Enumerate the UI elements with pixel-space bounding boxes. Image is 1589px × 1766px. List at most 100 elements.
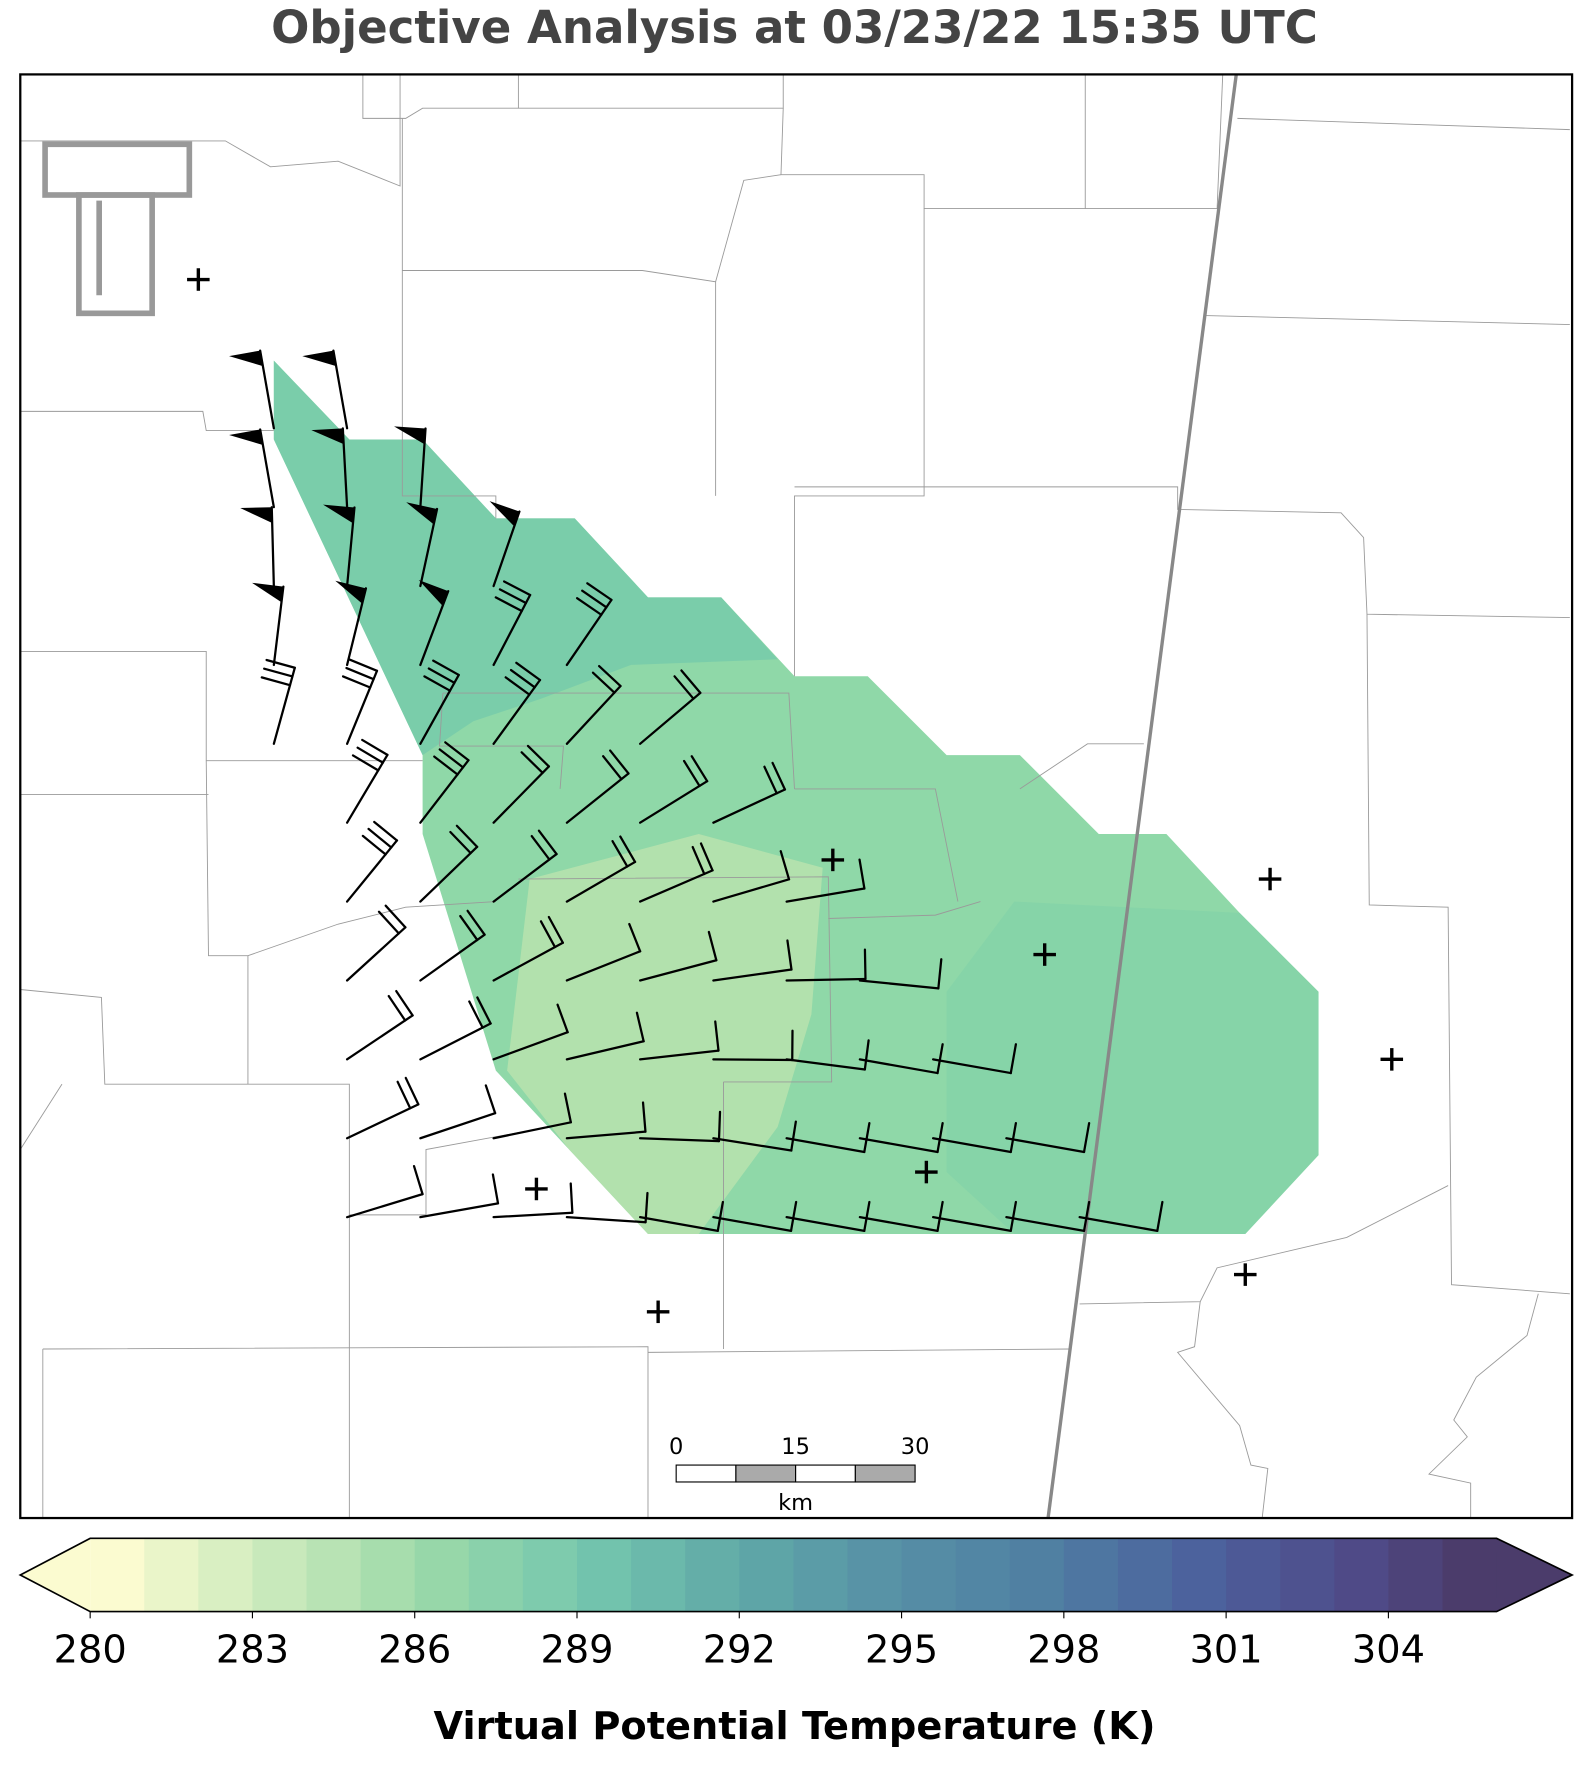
wind-barb [492, 1092, 572, 1140]
scale-label: 30 [901, 1434, 930, 1460]
station-markers [187, 268, 1404, 1324]
barb-shaft [419, 845, 479, 903]
barb-tick [361, 738, 389, 757]
wind-barb [785, 1121, 871, 1154]
colorbar-label: Virtual Potential Temperature (K) [433, 1704, 1155, 1749]
barb-shaft [419, 1202, 500, 1219]
colorbar-segment [90, 1538, 145, 1612]
wind-barbs [229, 349, 1164, 1232]
barb-tick [459, 914, 479, 942]
wind-barb [1005, 1121, 1091, 1154]
colorbar-segment [739, 1538, 794, 1612]
colorbar-tick-label: 304 [1352, 1627, 1425, 1672]
barb-shaft [259, 349, 275, 430]
wind-barb [638, 1020, 720, 1061]
wind-barb [419, 909, 486, 982]
barb-tick [377, 910, 400, 935]
barb-shaft [345, 1103, 420, 1140]
barb-shaft [565, 950, 642, 982]
barb-tick [790, 1120, 797, 1152]
barb-tick [351, 754, 380, 772]
wind-barb [240, 506, 275, 588]
barb-tick [575, 597, 603, 616]
wind-barb [311, 427, 349, 509]
barb-tick [581, 589, 608, 609]
colorbar-segment [793, 1538, 849, 1612]
wind-barb [858, 1043, 944, 1075]
barb-flag [302, 350, 337, 367]
wind-barb [345, 904, 407, 982]
wind-barb [712, 939, 793, 982]
colorbar-extend [1496, 1538, 1573, 1612]
barb-tick [1082, 1121, 1091, 1154]
barb-tick [547, 915, 564, 944]
barb-tick [396, 1080, 412, 1110]
barb-flag [323, 504, 355, 524]
barb-shaft [858, 1216, 939, 1232]
barb-shaft [270, 506, 275, 588]
barb-tick [628, 922, 642, 953]
barb-tick [673, 675, 695, 700]
barb-shaft [785, 1137, 866, 1154]
colorbar-segment [252, 1538, 308, 1612]
barb-tick [717, 1110, 722, 1143]
barb-shaft [565, 1130, 647, 1140]
barb-tick [503, 580, 532, 597]
barb-shaft [712, 968, 793, 982]
wind-barb [1005, 1200, 1091, 1232]
barb-shaft [1005, 1137, 1086, 1154]
barb-flag [418, 579, 449, 606]
colorbar-tick-label: 280 [54, 1627, 127, 1672]
wind-barb [492, 829, 558, 903]
barb-tick [438, 748, 465, 769]
colorbar-segment [1063, 1538, 1119, 1612]
barb-flag [335, 580, 366, 604]
barb-shaft [565, 1040, 645, 1061]
wind-barb [638, 842, 714, 903]
barb-shaft [565, 860, 637, 903]
barb-shaft [272, 666, 296, 745]
barb-tick [373, 820, 399, 842]
barb-tick [602, 755, 623, 781]
wind-barb [638, 669, 702, 745]
barb-shaft [419, 933, 486, 982]
barb-flag [406, 502, 438, 525]
barb-tick [341, 675, 372, 689]
colorbar-segment [144, 1538, 199, 1612]
barb-tick [476, 996, 492, 1025]
scale-label: 0 [669, 1434, 683, 1460]
barb-tick [569, 1182, 574, 1214]
barb-tick [367, 827, 393, 849]
barb-tick [707, 930, 718, 962]
barb-shaft [345, 1014, 414, 1061]
barb-shaft [712, 1216, 793, 1232]
colorbar-tick-label: 289 [540, 1627, 613, 1672]
wind-barb [419, 824, 479, 903]
wind-barb [345, 989, 414, 1061]
barb-flag [311, 428, 344, 445]
wind-barb [712, 1200, 798, 1232]
barb-tick [619, 835, 637, 864]
colorbar-segment [1172, 1538, 1227, 1612]
barb-tick [494, 596, 523, 613]
barb-tick [863, 1039, 870, 1071]
barb-tick [699, 842, 714, 872]
highway [1046, 74, 1238, 1519]
wind-barb [335, 580, 368, 667]
barb-shaft [419, 1022, 492, 1061]
barb-shaft [345, 753, 389, 824]
barb-tick [690, 755, 709, 783]
barb-shaft [638, 1137, 721, 1143]
barb-tick [412, 1164, 424, 1196]
barb-shaft [638, 691, 702, 745]
wind-barb [419, 1173, 500, 1219]
colorbar-segment [631, 1538, 686, 1612]
barb-shaft [492, 765, 551, 824]
barb-shaft [785, 977, 867, 982]
colorbar-segment [1334, 1538, 1389, 1612]
barb-shaft [785, 1058, 866, 1071]
wind-barb [260, 658, 296, 745]
barb-shaft [931, 1216, 1012, 1232]
barb-tick [384, 904, 407, 929]
wind-barb [785, 1200, 871, 1232]
